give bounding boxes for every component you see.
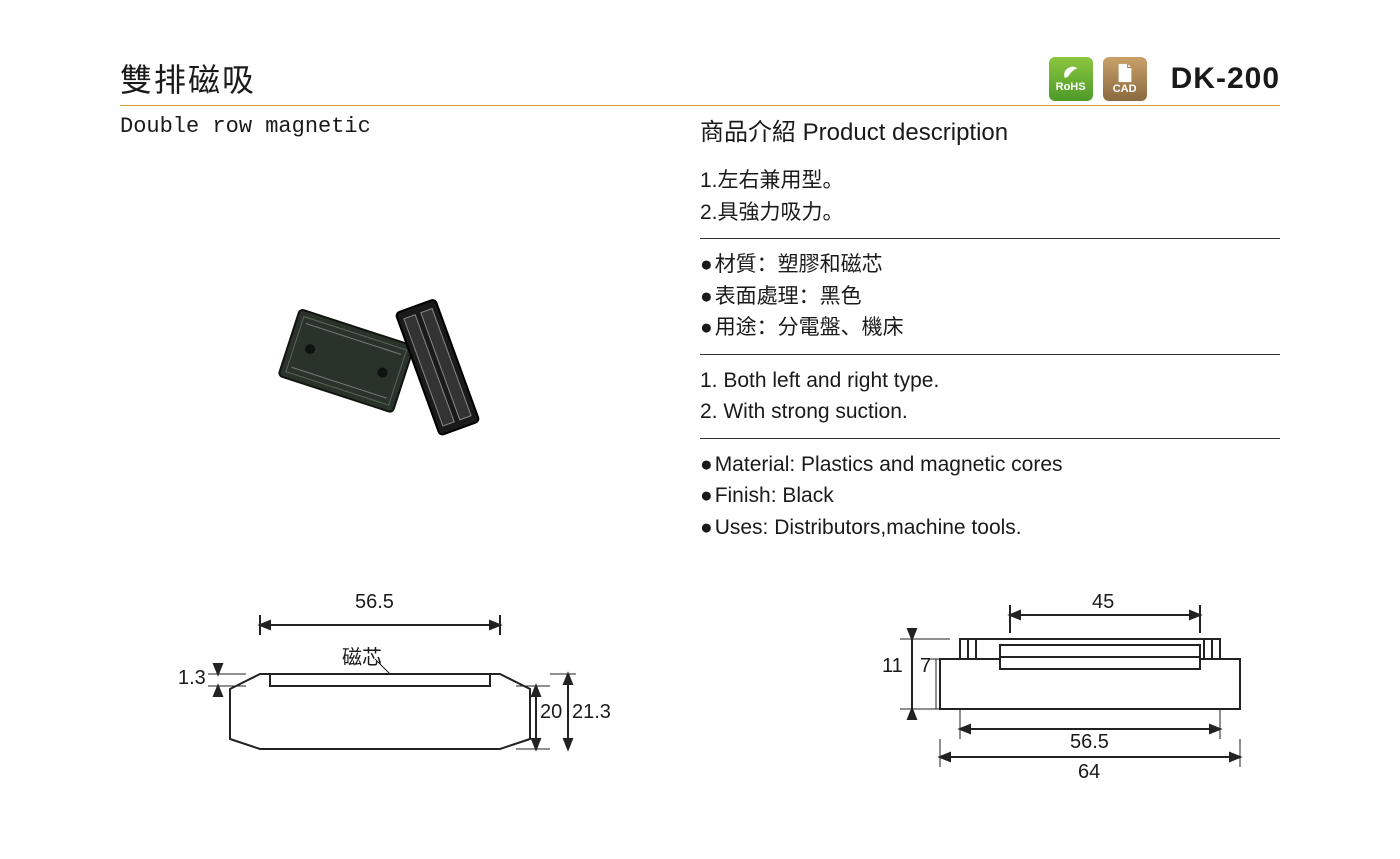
zh-bullet-1: 材質：塑膠和磁芯 [700, 249, 1280, 281]
content-columns: Double row magnetic [120, 106, 1280, 543]
en-point-1: 1. Both left and right type. [700, 365, 1280, 397]
technical-drawings: 56.5 磁芯 1.3 20 21.3 [120, 589, 1280, 799]
zh-point-1: 1.左右兼用型。 [700, 165, 1280, 197]
dim-overall-w: 64 [1078, 761, 1100, 784]
subtitle-en: Double row magnetic [120, 114, 680, 139]
dim-inner-h: 20 [540, 701, 562, 724]
rohs-label: RoHS [1056, 81, 1086, 93]
en-bullets: Material: Plastics and magnetic cores Fi… [700, 449, 1280, 544]
divider [700, 438, 1280, 439]
en-bullet-2: Finish: Black [700, 480, 1280, 512]
en-bullet-3: Uses: Distributors,machine tools. [700, 512, 1280, 544]
title-zh: 雙排磁吸 [120, 55, 256, 101]
right-column: 商品介紹 Product description 1.左右兼用型。 2.具強力吸… [700, 106, 1280, 543]
dim-width: 56.5 [355, 591, 394, 614]
en-points: 1. Both left and right type. 2. With str… [700, 365, 1280, 428]
divider [700, 354, 1280, 355]
zh-points: 1.左右兼用型。 2.具強力吸力。 [700, 165, 1280, 228]
zh-bullets: 材質：塑膠和磁芯 表面處理：黑色 用途：分電盤、機床 [700, 249, 1280, 344]
rohs-badge-icon: RoHS [1049, 57, 1093, 101]
left-column: Double row magnetic [120, 106, 700, 543]
core-label: 磁芯 [342, 641, 382, 670]
en-point-2: 2. With strong suction. [700, 396, 1280, 428]
zh-bullet-3: 用途：分電盤、機床 [700, 312, 1280, 344]
cad-badge-icon: CAD [1103, 57, 1147, 101]
description-heading: 商品介紹 Product description [700, 112, 1280, 147]
drawing-right: 45 11 7 56.5 64 [800, 589, 1280, 799]
cad-label: CAD [1113, 83, 1137, 95]
product-photo [120, 279, 680, 474]
en-bullet-1: Material: Plastics and magnetic cores [700, 449, 1280, 481]
dim-lip: 1.3 [178, 667, 206, 690]
dim-outer-h: 11 [882, 655, 903, 678]
zh-bullet-2: 表面處理：黑色 [700, 281, 1280, 313]
header-right: RoHS CAD DK-200 [1049, 57, 1280, 101]
dim-inner-h: 7 [920, 655, 931, 678]
header-bar: 雙排磁吸 RoHS CAD DK-200 [120, 55, 1280, 106]
model-number: DK-200 [1171, 62, 1280, 96]
dim-outer-h: 21.3 [572, 701, 611, 724]
divider [700, 238, 1280, 239]
zh-point-2: 2.具強力吸力。 [700, 197, 1280, 229]
drawing-left: 56.5 磁芯 1.3 20 21.3 [120, 589, 580, 789]
dim-top-w: 45 [1092, 591, 1114, 614]
dim-mid-w: 56.5 [1070, 731, 1109, 754]
